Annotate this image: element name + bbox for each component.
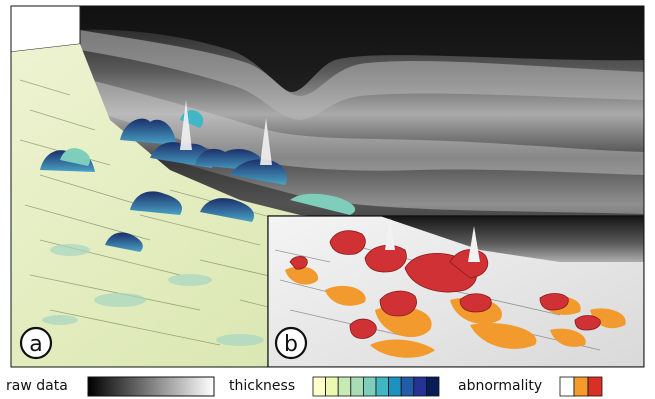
- panel-a: [11, 6, 644, 367]
- abnormality-swatch: [573, 376, 589, 397]
- legend-raw-data-label: raw data: [6, 378, 68, 394]
- thickness-swatch: [425, 376, 440, 397]
- thickness-swatch: [312, 376, 327, 397]
- corner-mask: [11, 6, 81, 53]
- thickness-swatch: [325, 376, 339, 397]
- svg-text:a: a: [29, 332, 42, 357]
- panel-a-border: [10, 5, 645, 368]
- thickness-swatch: [350, 376, 364, 397]
- abnormality-swatch: [587, 376, 603, 397]
- abnormality-red-regions: [289, 230, 601, 339]
- panel-label-a: a: [19, 326, 53, 360]
- thickness-swatch: [400, 376, 415, 397]
- thickness-swatch: [337, 376, 352, 397]
- thickness-swatch: [388, 376, 402, 397]
- abnormality-swatch: [559, 376, 575, 397]
- thickness-swatch: [375, 376, 390, 397]
- panel-label-b: b: [274, 326, 308, 360]
- thickness-bumps: [40, 110, 356, 252]
- legend-raw-data-gradient: [87, 376, 215, 397]
- svg-text:b: b: [284, 332, 298, 357]
- legend-thickness-label: thickness: [229, 378, 295, 394]
- legend-thickness-swatches: [312, 376, 440, 397]
- thickness-swatch: [413, 376, 427, 397]
- legend-abnormality-label: abnormality: [458, 378, 542, 394]
- legend: raw data thickness abnormality: [6, 376, 603, 397]
- thickness-swatch: [362, 376, 377, 397]
- legend-abnormality-swatches: [559, 376, 603, 397]
- panel-b: [267, 215, 644, 367]
